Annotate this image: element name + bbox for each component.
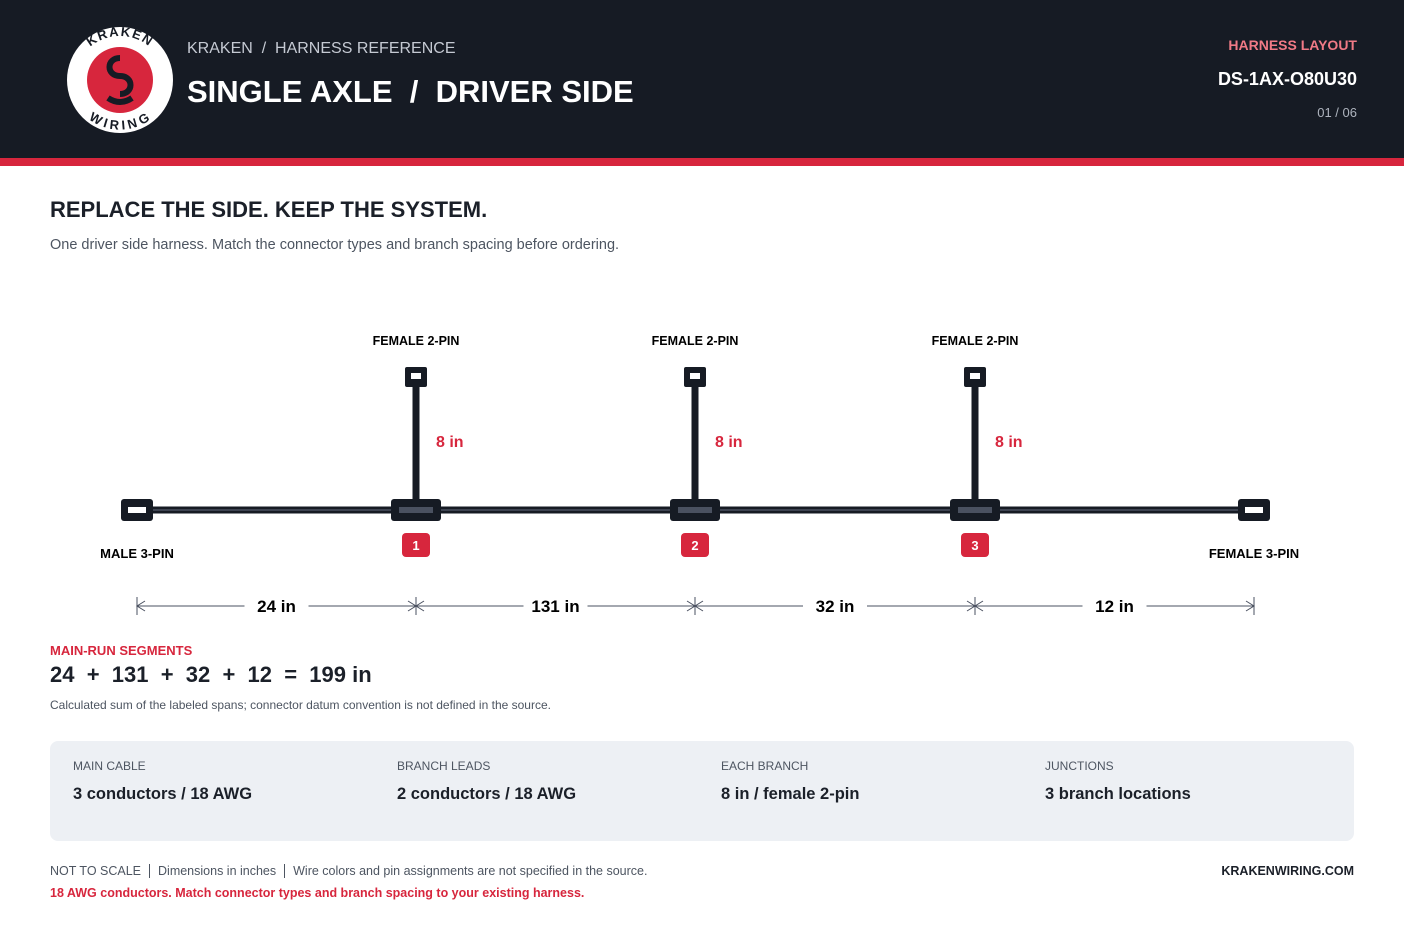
branch-length: 8 in [436,434,464,451]
end-label: FEMALE 3-PIN [1209,546,1299,561]
page-number: 01 / 06 [1317,105,1357,120]
junction-core [399,507,433,513]
end-label: MALE 3-PIN [100,546,174,561]
branch-connector-label: FEMALE 2-PIN [373,334,460,348]
summary-note: Calculated sum of the labeled spans; con… [50,698,551,712]
dimension-arrow [1245,600,1255,612]
span-label: 131 in [531,597,579,616]
footer-warning: 18 AWG conductors. Match connector types… [50,886,585,900]
spec-value: 3 conductors / 18 AWG [73,785,253,803]
branch-connector-face [970,373,980,379]
branch-connector-label: FEMALE 2-PIN [652,334,739,348]
junction-marker [961,533,989,557]
dimension-arrow [974,600,984,612]
summary-equation: 24 + 131 + 32 + 12 = 199 in [50,662,372,687]
spec-value: 3 branch locations [1045,785,1191,803]
spec-panel: MAIN CABLE 3 conductors / 18 AWG BRANCH LE… [50,741,1354,841]
dimension-arrow [415,600,425,612]
spec-value: 8 in / female 2-pin [721,785,860,803]
span-label: 12 in [1095,597,1134,616]
junction-marker-label: 3 [971,538,978,553]
junction-core [958,507,992,513]
spec-item: BRANCH LEADS 2 conductors / 18 AWG [374,741,698,841]
dimension-arrow [136,600,146,612]
dimension-arrow [694,600,704,612]
footer-note: Dimensions in inches [149,864,284,878]
footer-note: Wire colors and pin assignments are not … [284,864,655,878]
spec-item: JUNCTIONS 3 branch locations [1022,741,1346,841]
junction-marker [402,533,430,557]
part-code: DS-1AX-O80U30 [1217,69,1357,89]
harness-diagram: MALE 3-PIN FEMALE 3-PIN FEMALE 2-PIN 8 in 1 F… [100,334,1299,616]
kicker: HARNESS LAYOUT [1228,37,1357,53]
logo-core [87,47,153,113]
spec-label: EACH BRANCH [721,759,809,773]
span-label: 24 in [257,597,296,616]
branch-connector-face [690,373,700,379]
spec-item: EACH BRANCH 8 in / female 2-pin [698,741,1022,841]
accent-bar [0,158,1404,166]
section-intro: One driver side harness. Match the conne… [50,237,620,253]
junction-core [678,507,712,513]
spec-value: 2 conductors / 18 AWG [397,785,577,803]
spec-label: JUNCTIONS [1045,759,1114,773]
section-heading: REPLACE THE SIDE. KEEP THE SYSTEM. [50,197,488,222]
page-title: SINGLE AXLE / DRIVER SIDE [187,74,634,109]
end-connector-face [128,507,146,513]
spec-label: MAIN CABLE [73,759,146,773]
branch-length: 8 in [995,434,1023,451]
logo-mark [106,55,134,105]
junction-marker-label: 2 [691,538,698,553]
header: KRAKEN WIRING KRAKEN / HARNESS REFERENCE… [0,0,1404,158]
branch-connector-label: FEMALE 2-PIN [932,334,1019,348]
summary-label: MAIN-RUN SEGMENTS [50,643,193,658]
footer-notes: NOT TO SCALE Dimensions in inches Wire col… [50,864,655,878]
footer-note: NOT TO SCALE [50,864,142,878]
logo: KRAKEN WIRING [67,24,173,133]
footer-site: KRAKENWIRING.COM [1221,864,1354,878]
branch-length: 8 in [715,434,743,451]
spec-item: MAIN CABLE 3 conductors / 18 AWG [50,741,374,841]
spec-label: BRANCH LEADS [397,759,491,773]
span-label: 32 in [816,597,855,616]
branch-connector-face [411,373,421,379]
end-connector-face [1245,507,1263,513]
junction-marker-label: 1 [412,538,419,553]
breadcrumb: KRAKEN / HARNESS REFERENCE [187,40,456,57]
junction-marker [681,533,709,557]
